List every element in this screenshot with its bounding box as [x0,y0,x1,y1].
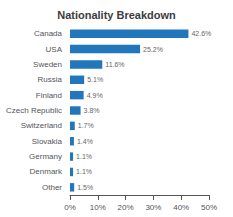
svg-text:30%: 30% [145,203,161,212]
svg-text:4.9%: 4.9% [87,92,103,99]
svg-text:25.2%: 25.2% [143,46,163,53]
svg-text:1.1%: 1.1% [76,168,92,175]
svg-text:Germany: Germany [29,152,62,161]
svg-text:1.7%: 1.7% [78,122,94,129]
svg-text:Slovakia: Slovakia [32,137,63,146]
svg-text:11.6%: 11.6% [105,61,124,68]
svg-text:40%: 40% [173,203,189,212]
svg-text:Other: Other [42,183,62,192]
svg-text:20%: 20% [118,203,134,212]
svg-text:Finland: Finland [36,91,62,100]
svg-text:5.1%: 5.1% [87,76,103,83]
svg-text:Nationality Breakdown: Nationality Breakdown [57,9,176,21]
svg-text:1.5%: 1.5% [77,184,93,191]
svg-text:0%: 0% [64,203,76,212]
svg-text:Czech Republic: Czech Republic [6,106,62,115]
svg-text:Denmark: Denmark [30,167,63,176]
svg-text:3.8%: 3.8% [84,107,100,114]
svg-text:USA: USA [46,45,63,54]
svg-text:Sweden: Sweden [33,60,62,69]
svg-text:Canada: Canada [34,29,63,38]
svg-text:1.4%: 1.4% [77,138,93,145]
svg-text:Russia: Russia [38,75,63,84]
svg-text:42.6%: 42.6% [191,30,211,37]
svg-text:1.1%: 1.1% [76,153,92,160]
svg-text:50%: 50% [201,203,217,212]
svg-text:Switzerland: Switzerland [21,121,62,130]
svg-text:10%: 10% [90,203,106,212]
